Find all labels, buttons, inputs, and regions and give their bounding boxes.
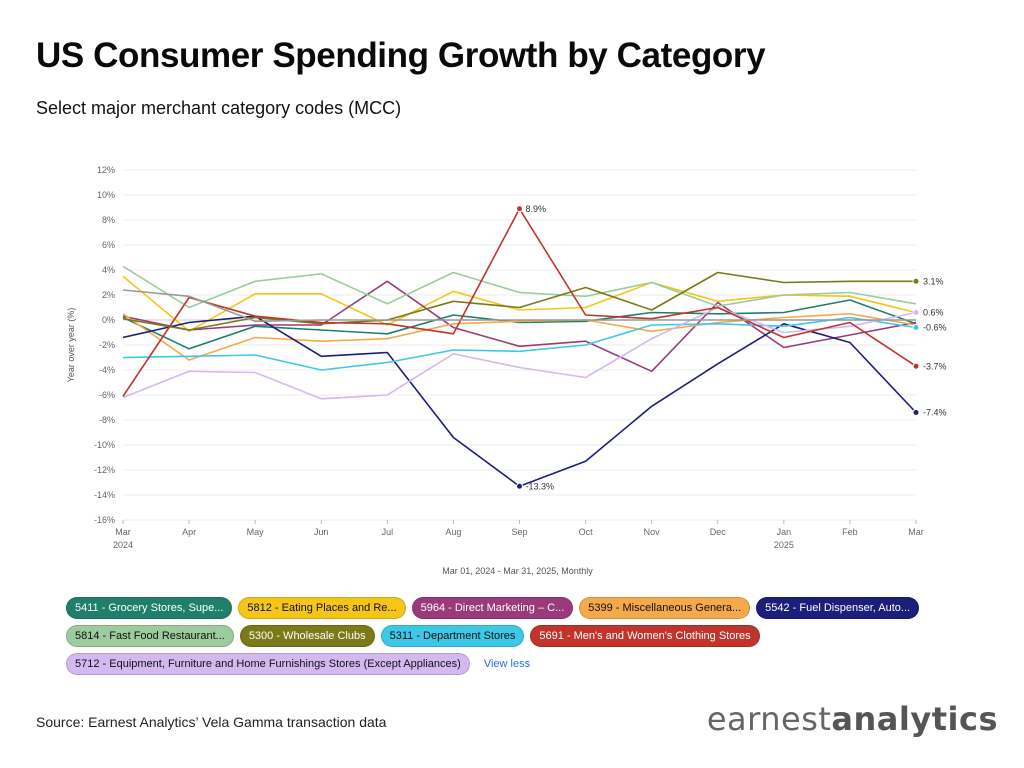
y-tick-label: -12% xyxy=(94,465,115,475)
y-tick-label: 2% xyxy=(102,290,115,300)
y-tick-label: -2% xyxy=(99,340,115,350)
x-year-label: 2025 xyxy=(774,540,794,550)
view-less-link[interactable]: View less xyxy=(483,658,531,670)
end-point xyxy=(912,409,920,416)
y-tick-label: 4% xyxy=(102,265,115,275)
end-point xyxy=(912,324,920,331)
x-tick-label: Jun xyxy=(314,527,329,537)
line-chart: -16% -14% -12% -10% -8% -6% -4% -2% 0% 2% 4% 6% 8% 10… xyxy=(66,165,947,576)
legend-chip[interactable]: 5300 - Wholesale Clubs xyxy=(239,625,375,647)
end-point xyxy=(912,309,920,316)
series-line-5 xyxy=(122,265,917,309)
end-label: 0.6% xyxy=(923,308,944,318)
y-axis-title: Year over year (%) xyxy=(66,308,76,383)
x-tick-label: Dec xyxy=(710,527,727,537)
y-tick-label: -6% xyxy=(99,390,115,400)
annotation-label: -13.3% xyxy=(526,481,555,491)
source-note: Source: Earnest Analytics’ Vela Gamma tr… xyxy=(36,714,387,730)
y-tick-label: 0% xyxy=(102,315,115,325)
series-line-0 xyxy=(122,299,917,350)
series-line-10 xyxy=(122,289,916,323)
logo-part1: earnest xyxy=(706,700,832,738)
legend-chip[interactable]: 5542 - Fuel Dispenser, Auto... xyxy=(756,597,920,619)
series-line-6 xyxy=(122,271,916,331)
x-tick-label: Sep xyxy=(511,527,527,537)
y-tick-label: -16% xyxy=(94,515,115,525)
x-tick-label: Feb xyxy=(842,527,858,537)
end-point xyxy=(912,277,920,285)
end-label: 3.1% xyxy=(923,276,944,286)
legend-row: 5411 - Grocery Stores, Supe... 5812 - Eat… xyxy=(66,597,966,619)
legend-chip[interactable]: 5399 - Miscellaneous Genera... xyxy=(579,597,751,619)
y-tick-label: -10% xyxy=(94,440,115,450)
x-axis-title: Mar 01, 2024 - Mar 31, 2025, Monthly xyxy=(442,566,593,576)
x-tick-label: Oct xyxy=(579,527,594,537)
annotation-point xyxy=(516,482,523,490)
x-tick-label: Aug xyxy=(445,527,461,537)
legend: 5411 - Grocery Stores, Supe... 5812 - Eat… xyxy=(66,597,966,681)
legend-chip[interactable]: 5712 - Equipment, Furniture and Home Fur… xyxy=(66,653,470,675)
x-tick-label: Jan xyxy=(777,527,792,537)
brand-logo: earnestanalytics xyxy=(707,700,998,738)
x-tick-label: May xyxy=(247,527,265,537)
end-label: -7.4% xyxy=(923,408,947,418)
x-year-label: 2024 xyxy=(113,540,133,550)
legend-row: 5712 - Equipment, Furniture and Home Fur… xyxy=(66,653,966,675)
y-tick-label: 8% xyxy=(102,215,115,225)
y-tick-label: 12% xyxy=(97,165,115,175)
legend-chip[interactable]: 5311 - Department Stores xyxy=(380,625,525,647)
page-title: US Consumer Spending Growth by Category xyxy=(36,36,766,75)
legend-row: 5814 - Fast Food Restaurant... 5300 - Who… xyxy=(66,625,966,647)
end-label: -0.6% xyxy=(923,323,947,333)
y-tick-label: -4% xyxy=(99,365,115,375)
annotation-label: 8.9% xyxy=(526,204,547,214)
y-tick-label: -14% xyxy=(94,490,115,500)
legend-chip[interactable]: 5814 - Fast Food Restaurant... xyxy=(66,625,234,647)
y-tick-label: 10% xyxy=(97,190,115,200)
y-tick-label: 6% xyxy=(102,240,115,250)
end-label: -3.7% xyxy=(923,361,947,371)
x-tick-label: Jul xyxy=(382,527,394,537)
logo-part2: analytics xyxy=(831,700,998,738)
legend-chip[interactable]: 5411 - Grocery Stores, Supe... xyxy=(66,597,233,619)
legend-chip[interactable]: 5812 - Eating Places and Re... xyxy=(238,597,406,619)
end-point xyxy=(912,362,920,370)
legend-chip[interactable]: 5691 - Men's and Women's Clothing Stores xyxy=(530,625,760,647)
x-tick-label: Mar xyxy=(115,527,131,537)
legend-chip[interactable]: 5964 - Direct Marketing – C... xyxy=(411,597,574,619)
series-line-7 xyxy=(122,316,917,371)
annotation-point xyxy=(516,205,523,213)
x-tick-label: Apr xyxy=(182,527,196,537)
series-line-3 xyxy=(122,313,917,361)
x-tick-label: Nov xyxy=(644,527,661,537)
series-line-2 xyxy=(122,280,917,373)
x-tick-label: Mar xyxy=(908,527,924,537)
y-tick-label: -8% xyxy=(99,415,115,425)
page-subtitle: Select major merchant category codes (MC… xyxy=(36,98,402,118)
series-line-8 xyxy=(122,306,917,400)
